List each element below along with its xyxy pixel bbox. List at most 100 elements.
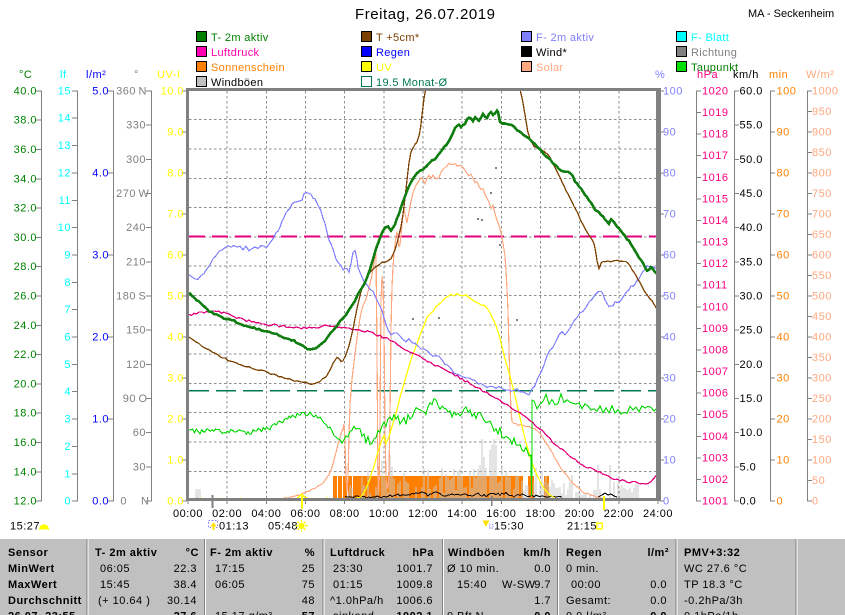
svg-text:1001.7: 1001.7 xyxy=(396,563,433,575)
svg-text:30: 30 xyxy=(777,373,790,385)
svg-text:1009.8: 1009.8 xyxy=(396,579,433,591)
svg-text:0 Bft N: 0 Bft N xyxy=(447,611,484,615)
svg-text:650: 650 xyxy=(812,229,832,241)
svg-text:5.0: 5.0 xyxy=(167,291,184,303)
svg-text:15.17 g/m³: 15.17 g/m³ xyxy=(215,611,273,615)
svg-text:27.6: 27.6 xyxy=(174,611,197,615)
svg-text:50.0: 50.0 xyxy=(740,154,763,166)
svg-text:2.0: 2.0 xyxy=(92,332,109,344)
svg-text:km/h: km/h xyxy=(733,69,759,81)
svg-text:0: 0 xyxy=(812,496,819,508)
svg-text:min: min xyxy=(769,69,788,81)
svg-text:0.0: 0.0 xyxy=(650,611,667,615)
svg-text:°: ° xyxy=(134,69,139,81)
svg-text:50: 50 xyxy=(777,291,790,303)
svg-text:57: 57 xyxy=(302,611,315,615)
svg-text:4.0: 4.0 xyxy=(92,167,109,179)
svg-text:0: 0 xyxy=(663,496,670,508)
svg-text:500: 500 xyxy=(812,291,832,303)
svg-text:01:15: 01:15 xyxy=(333,579,363,591)
svg-text:1002.1: 1002.1 xyxy=(396,611,433,615)
svg-text:22:00: 22:00 xyxy=(604,508,634,520)
svg-text:06:00: 06:00 xyxy=(290,508,320,520)
svg-text:MinWert: MinWert xyxy=(8,563,55,575)
svg-text:8: 8 xyxy=(64,277,71,289)
svg-text:1013: 1013 xyxy=(702,237,728,249)
svg-text:7.0: 7.0 xyxy=(167,208,184,220)
svg-text:1004: 1004 xyxy=(702,431,728,443)
svg-text:Richtung: Richtung xyxy=(691,47,737,59)
svg-text:00:00: 00:00 xyxy=(173,508,203,520)
svg-text:1: 1 xyxy=(64,468,71,480)
svg-text:Windböen: Windböen xyxy=(448,547,505,559)
svg-text:800: 800 xyxy=(812,167,832,179)
svg-text:Sensor: Sensor xyxy=(8,547,49,559)
svg-text:15:30: 15:30 xyxy=(494,521,524,533)
svg-text:01:13: 01:13 xyxy=(219,521,249,533)
svg-text:5: 5 xyxy=(64,359,71,371)
svg-text:15: 15 xyxy=(58,85,71,97)
svg-text:9.7: 9.7 xyxy=(534,579,551,591)
svg-text:30.14: 30.14 xyxy=(167,595,197,607)
svg-text:04:00: 04:00 xyxy=(251,508,281,520)
svg-text:80: 80 xyxy=(663,167,676,179)
svg-text:0.0: 0.0 xyxy=(534,563,551,575)
svg-text:0.0: 0.0 xyxy=(534,611,551,615)
svg-text:21:15: 21:15 xyxy=(567,521,597,533)
svg-text:Regen: Regen xyxy=(566,547,602,559)
svg-text:20: 20 xyxy=(777,414,790,426)
svg-text:^1.0hPa/h: ^1.0hPa/h xyxy=(330,595,384,607)
svg-text:3: 3 xyxy=(64,414,71,426)
svg-text:06:05: 06:05 xyxy=(100,563,130,575)
svg-text:300: 300 xyxy=(812,373,832,385)
svg-text:270: 270 xyxy=(116,188,136,200)
svg-text:28.0: 28.0 xyxy=(14,261,37,273)
svg-text:60.0: 60.0 xyxy=(740,85,763,97)
svg-text:23:30: 23:30 xyxy=(333,563,363,575)
svg-text:6.0: 6.0 xyxy=(167,249,184,261)
svg-text:%: % xyxy=(655,69,665,81)
svg-text:10: 10 xyxy=(777,455,790,467)
svg-text:UV: UV xyxy=(376,62,392,74)
svg-text:17:15: 17:15 xyxy=(215,563,245,575)
svg-text:210: 210 xyxy=(126,256,146,268)
svg-text:°C: °C xyxy=(19,69,32,81)
svg-text:0.0: 0.0 xyxy=(92,496,109,508)
svg-text:06:05: 06:05 xyxy=(215,579,245,591)
svg-text:38.4: 38.4 xyxy=(174,579,197,591)
svg-text:0.0: 0.0 xyxy=(167,496,184,508)
svg-text:20.0: 20.0 xyxy=(740,359,763,371)
svg-text:W-SW: W-SW xyxy=(502,579,536,591)
svg-text:5.0: 5.0 xyxy=(92,85,109,97)
svg-text:950: 950 xyxy=(812,106,832,118)
svg-text:100: 100 xyxy=(663,85,683,97)
svg-text:0.0: 0.0 xyxy=(650,579,667,591)
svg-text:1019: 1019 xyxy=(702,107,728,119)
svg-text:T- 2m aktiv: T- 2m aktiv xyxy=(211,32,269,44)
svg-text:45.0: 45.0 xyxy=(740,188,763,200)
svg-text:(+ 10.64 ): (+ 10.64 ) xyxy=(98,595,150,607)
svg-text:55.0: 55.0 xyxy=(740,120,763,132)
svg-text:15:27: 15:27 xyxy=(10,521,40,533)
svg-text:13: 13 xyxy=(58,140,71,152)
svg-text:F- 2m aktiv: F- 2m aktiv xyxy=(536,32,594,44)
svg-text:360: 360 xyxy=(116,85,136,97)
svg-text:F- Blatt: F- Blatt xyxy=(691,32,729,44)
svg-text:05:48: 05:48 xyxy=(268,521,298,533)
svg-text:1005: 1005 xyxy=(702,409,728,421)
svg-text:100: 100 xyxy=(812,455,832,467)
svg-text:14: 14 xyxy=(58,113,71,125)
svg-text:36.0: 36.0 xyxy=(14,144,37,156)
svg-text:25.0: 25.0 xyxy=(740,325,763,337)
svg-text:sinkend: sinkend xyxy=(333,611,374,615)
svg-text:Freitag, 26.07.2019: Freitag, 26.07.2019 xyxy=(355,6,496,23)
svg-text:1009: 1009 xyxy=(702,323,728,335)
svg-text:UV-I: UV-I xyxy=(157,69,180,81)
svg-text:1015: 1015 xyxy=(702,193,728,205)
svg-text:km/h: km/h xyxy=(523,547,551,559)
svg-text:O: O xyxy=(139,393,148,405)
svg-text:70: 70 xyxy=(663,208,676,220)
svg-text:PMV+3:32: PMV+3:32 xyxy=(684,547,740,559)
svg-text:10:00: 10:00 xyxy=(369,508,399,520)
svg-text:30: 30 xyxy=(663,373,676,385)
